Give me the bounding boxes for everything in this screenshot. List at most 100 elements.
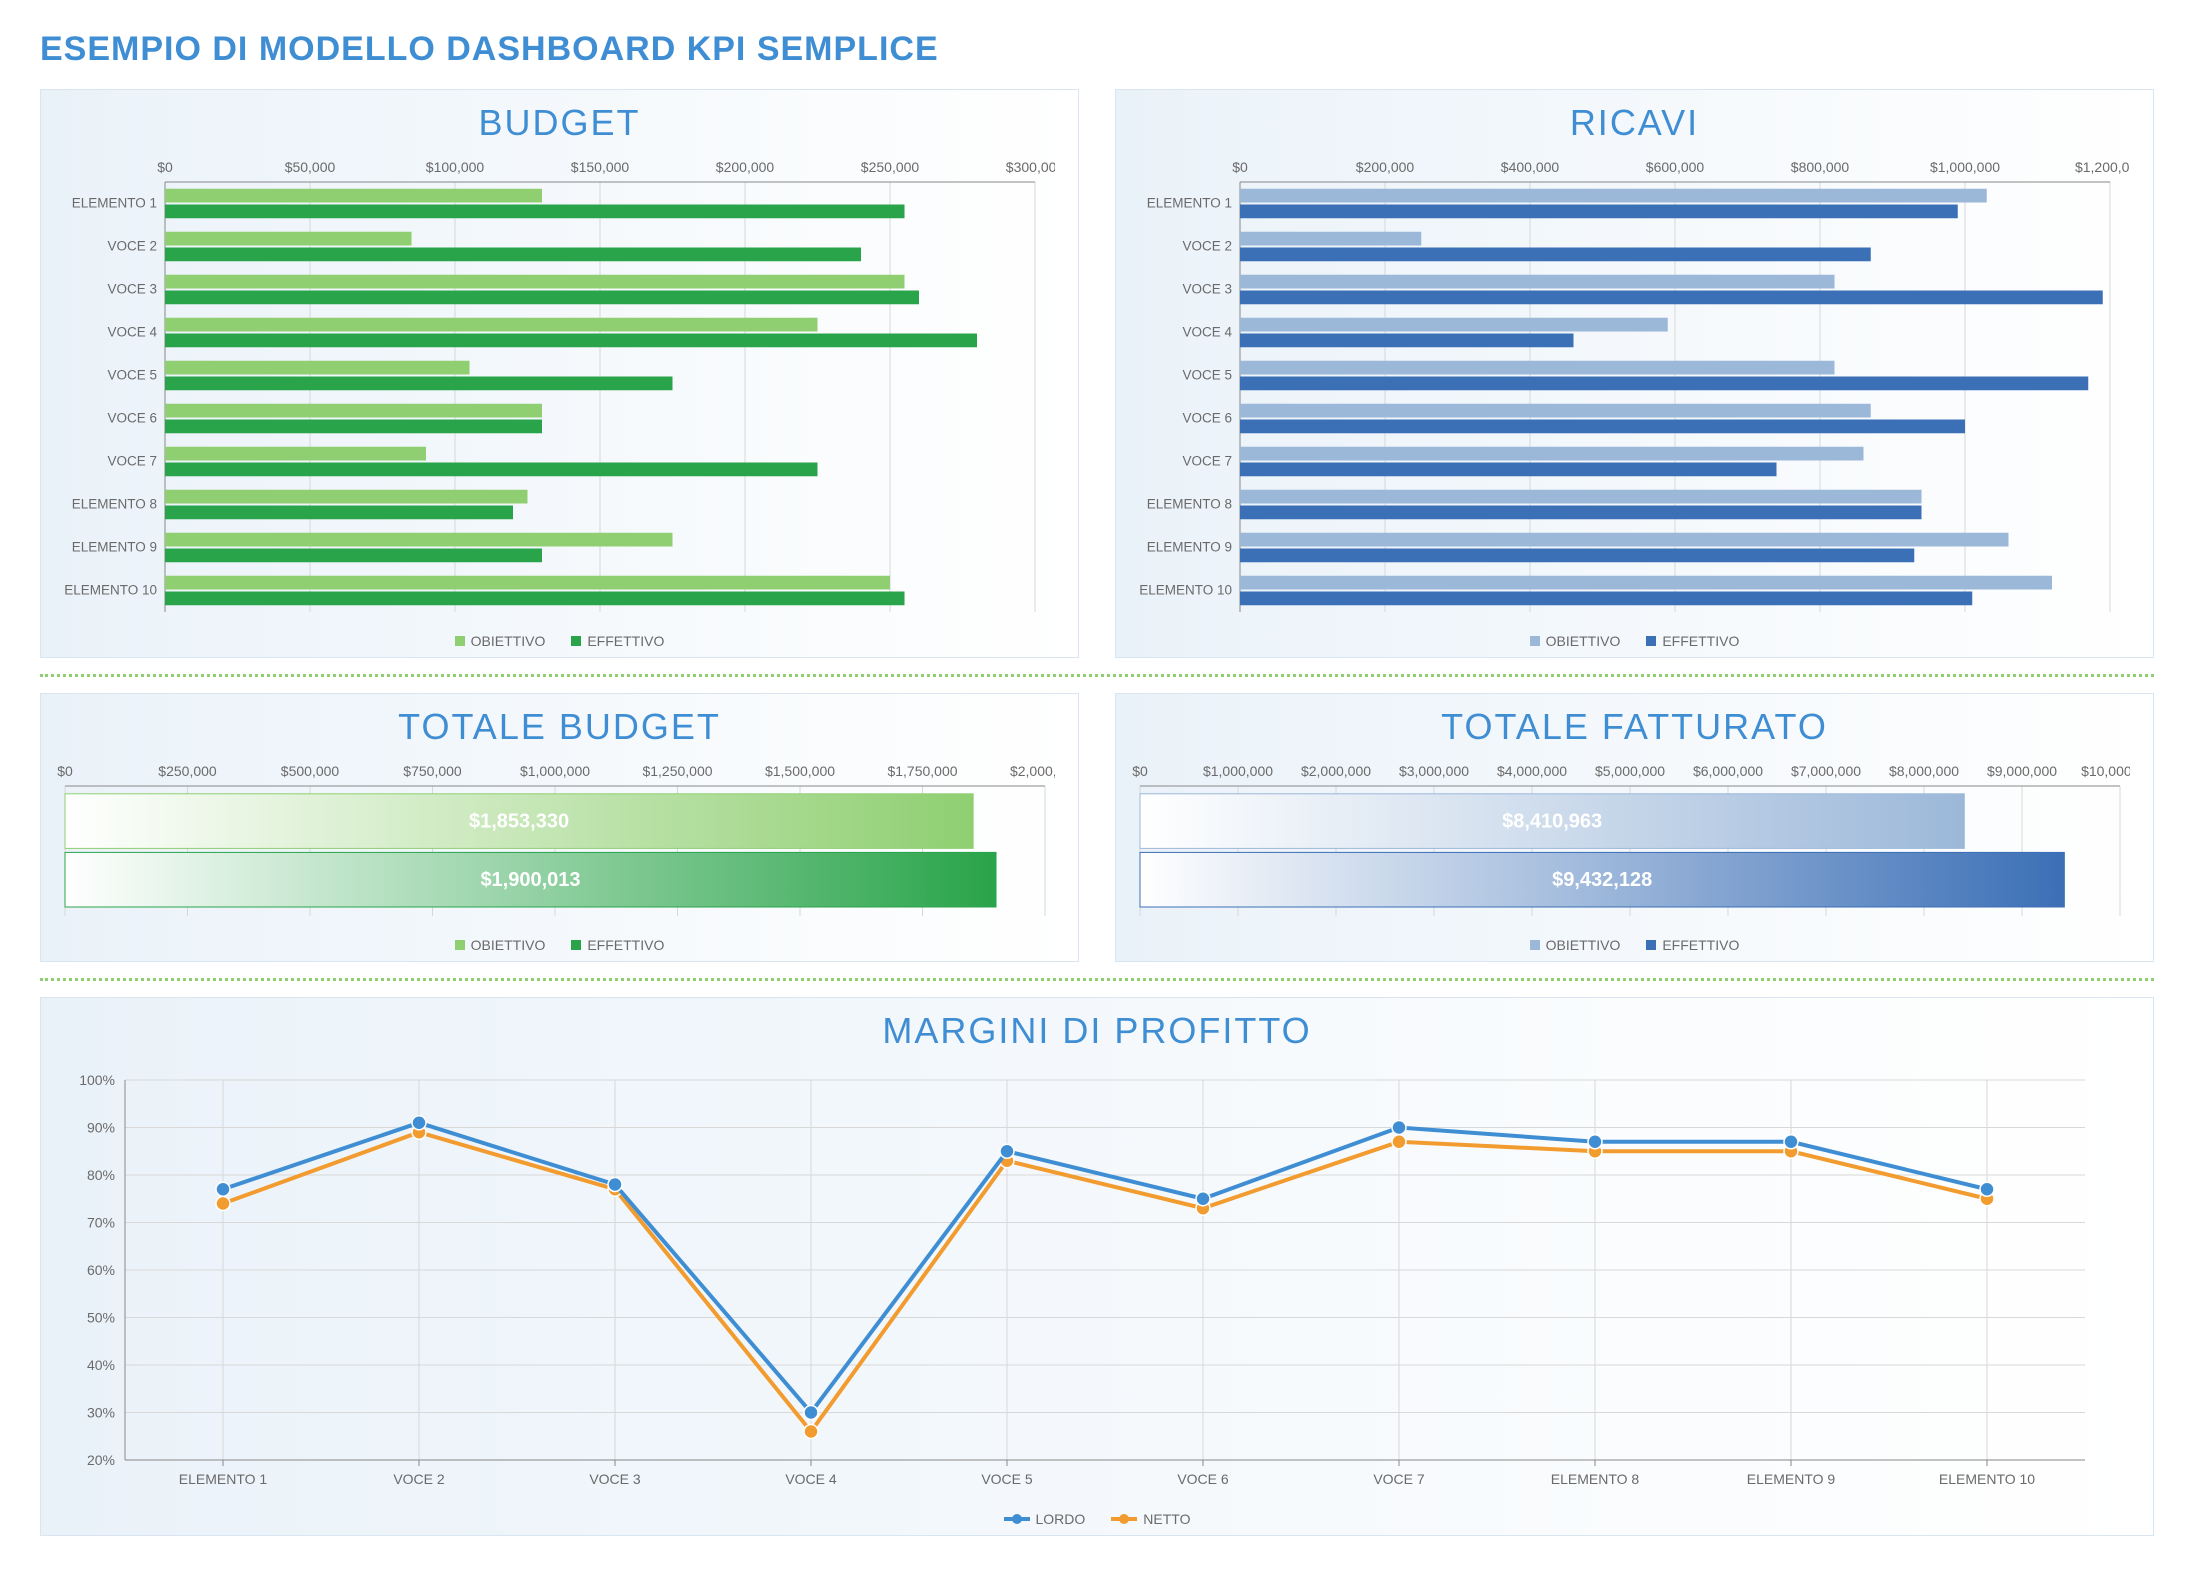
- svg-text:80%: 80%: [87, 1167, 115, 1183]
- svg-text:$1,000,000: $1,000,000: [520, 763, 590, 779]
- totale-fatturato-legend: OBIETTIVO EFFETTIVO: [1130, 937, 2139, 953]
- svg-text:$300,000: $300,000: [1006, 159, 1055, 175]
- margini-title: MARGINI DI PROFITTO: [55, 1010, 2139, 1052]
- svg-text:VOCE 4: VOCE 4: [107, 325, 157, 340]
- totale-budget-title: TOTALE BUDGET: [55, 706, 1064, 748]
- svg-text:$1,500,000: $1,500,000: [765, 763, 835, 779]
- svg-text:$200,000: $200,000: [716, 159, 775, 175]
- svg-text:$600,000: $600,000: [1646, 159, 1705, 175]
- svg-text:$0: $0: [1232, 159, 1248, 175]
- svg-text:ELEMENTO 1: ELEMENTO 1: [1147, 196, 1232, 211]
- svg-text:VOCE 7: VOCE 7: [1373, 1471, 1425, 1487]
- legend-label: OBIETTIVO: [471, 937, 546, 953]
- svg-text:VOCE 2: VOCE 2: [393, 1471, 445, 1487]
- svg-text:$10,000,000: $10,000,000: [2081, 763, 2130, 779]
- svg-text:$250,000: $250,000: [158, 763, 217, 779]
- legend-label: EFFETTIVO: [1662, 633, 1739, 649]
- svg-text:VOCE 6: VOCE 6: [1177, 1471, 1229, 1487]
- svg-text:$400,000: $400,000: [1501, 159, 1560, 175]
- divider: [40, 674, 2154, 677]
- margini-panel: MARGINI DI PROFITTO 20%30%40%50%60%70%80…: [40, 997, 2154, 1536]
- svg-text:$2,000,000: $2,000,000: [1010, 763, 1055, 779]
- svg-text:20%: 20%: [87, 1452, 115, 1468]
- legend-label: EFFETTIVO: [587, 633, 664, 649]
- legend-label: LORDO: [1036, 1511, 1086, 1527]
- svg-text:$0: $0: [157, 159, 173, 175]
- svg-text:60%: 60%: [87, 1262, 115, 1278]
- svg-text:$750,000: $750,000: [403, 763, 462, 779]
- svg-text:VOCE 3: VOCE 3: [107, 282, 157, 297]
- budget-panel: BUDGET $0$50,000$100,000$150,000$200,000…: [40, 89, 1079, 658]
- totale-budget-chart: $0$250,000$500,000$750,000$1,000,000$1,2…: [55, 756, 1055, 926]
- svg-text:ELEMENTO 10: ELEMENTO 10: [1139, 583, 1232, 598]
- budget-legend: OBIETTIVO EFFETTIVO: [55, 633, 1064, 649]
- svg-text:$1,000,000: $1,000,000: [1930, 159, 2000, 175]
- svg-text:$9,000,000: $9,000,000: [1987, 763, 2057, 779]
- svg-text:ELEMENTO 9: ELEMENTO 9: [1747, 1471, 1836, 1487]
- svg-text:$200,000: $200,000: [1356, 159, 1415, 175]
- ricavi-panel: RICAVI $0 $200,000 $400,000 $600,000 $800,00…: [1115, 89, 2154, 658]
- legend-label: OBIETTIVO: [1546, 633, 1621, 649]
- margini-legend: LORDO NETTO: [55, 1511, 2139, 1527]
- totale-fatturato-panel: TOTALE FATTURATO $0$1,000,000$2,000,000$…: [1115, 693, 2154, 962]
- svg-text:VOCE 7: VOCE 7: [107, 454, 157, 469]
- legend-label: EFFETTIVO: [587, 937, 664, 953]
- legend-label: NETTO: [1143, 1511, 1190, 1527]
- svg-text:ELEMENTO 8: ELEMENTO 8: [1147, 497, 1232, 512]
- svg-text:VOCE 7: VOCE 7: [1182, 454, 1232, 469]
- svg-text:$6,000,000: $6,000,000: [1693, 763, 1763, 779]
- svg-text:VOCE 6: VOCE 6: [1182, 411, 1232, 426]
- svg-text:VOCE 4: VOCE 4: [1182, 325, 1232, 340]
- svg-text:VOCE 4: VOCE 4: [785, 1471, 837, 1487]
- svg-text:VOCE 6: VOCE 6: [107, 411, 157, 426]
- svg-text:100%: 100%: [79, 1072, 115, 1088]
- svg-text:70%: 70%: [87, 1215, 115, 1231]
- svg-text:ELEMENTO 9: ELEMENTO 9: [72, 540, 157, 555]
- svg-text:$1,250,000: $1,250,000: [642, 763, 712, 779]
- svg-text:$100,000: $100,000: [426, 159, 485, 175]
- totale-fatturato-chart: $0 $1,000,000 $2,000,000 $3,000,000 $4,000,0…: [1130, 756, 2130, 926]
- svg-text:$8,000,000: $8,000,000: [1889, 763, 1959, 779]
- svg-text:VOCE 5: VOCE 5: [1182, 368, 1232, 383]
- svg-text:VOCE 5: VOCE 5: [981, 1471, 1033, 1487]
- budget-chart: $0$50,000$100,000$150,000$200,000$250,00…: [55, 152, 1055, 622]
- svg-text:40%: 40%: [87, 1357, 115, 1373]
- svg-text:ELEMENTO 8: ELEMENTO 8: [72, 497, 157, 512]
- page-title: ESEMPIO DI MODELLO DASHBOARD KPI SEMPLIC…: [40, 30, 2154, 69]
- svg-text:ELEMENTO 9: ELEMENTO 9: [1147, 540, 1232, 555]
- svg-text:$500,000: $500,000: [281, 763, 340, 779]
- svg-text:$1,900,013: $1,900,013: [480, 869, 580, 891]
- svg-text:ELEMENTO 10: ELEMENTO 10: [64, 583, 157, 598]
- svg-text:$0: $0: [1132, 763, 1148, 779]
- svg-text:90%: 90%: [87, 1120, 115, 1136]
- svg-text:$9,432,128: $9,432,128: [1552, 869, 1652, 891]
- legend-label: EFFETTIVO: [1662, 937, 1739, 953]
- svg-text:$4,000,000: $4,000,000: [1497, 763, 1567, 779]
- svg-text:$2,000,000: $2,000,000: [1301, 763, 1371, 779]
- svg-text:$3,000,000: $3,000,000: [1399, 763, 1469, 779]
- svg-text:ELEMENTO 1: ELEMENTO 1: [72, 196, 157, 211]
- totale-budget-legend: OBIETTIVO EFFETTIVO: [55, 937, 1064, 953]
- svg-text:ELEMENTO 8: ELEMENTO 8: [1551, 1471, 1640, 1487]
- ricavi-legend: OBIETTIVO EFFETTIVO: [1130, 633, 2139, 649]
- ricavi-chart: $0 $200,000 $400,000 $600,000 $800,000 $1,000…: [1130, 152, 2130, 622]
- legend-label: OBIETTIVO: [1546, 937, 1621, 953]
- svg-text:50%: 50%: [87, 1310, 115, 1326]
- svg-text:$5,000,000: $5,000,000: [1595, 763, 1665, 779]
- svg-text:ELEMENTO 10: ELEMENTO 10: [1939, 1471, 2035, 1487]
- ricavi-title: RICAVI: [1130, 102, 2139, 144]
- budget-title: BUDGET: [55, 102, 1064, 144]
- totale-budget-panel: TOTALE BUDGET $0$250,000$500,000$750,000…: [40, 693, 1079, 962]
- svg-text:$150,000: $150,000: [571, 159, 630, 175]
- svg-text:$1,200,000: $1,200,000: [2075, 159, 2130, 175]
- svg-text:$1,853,330: $1,853,330: [469, 810, 569, 832]
- svg-text:$8,410,963: $8,410,963: [1502, 810, 1602, 832]
- margini-chart: 20%30%40%50%60%70%80%90%100%ELEMENTO 1VO…: [55, 1060, 2115, 1500]
- svg-text:$250,000: $250,000: [861, 159, 920, 175]
- svg-text:VOCE 2: VOCE 2: [1182, 239, 1232, 254]
- svg-text:$800,000: $800,000: [1791, 159, 1850, 175]
- svg-text:VOCE 5: VOCE 5: [107, 368, 157, 383]
- legend-label: OBIETTIVO: [471, 633, 546, 649]
- svg-text:$1,000,000: $1,000,000: [1203, 763, 1273, 779]
- svg-text:VOCE 3: VOCE 3: [589, 1471, 641, 1487]
